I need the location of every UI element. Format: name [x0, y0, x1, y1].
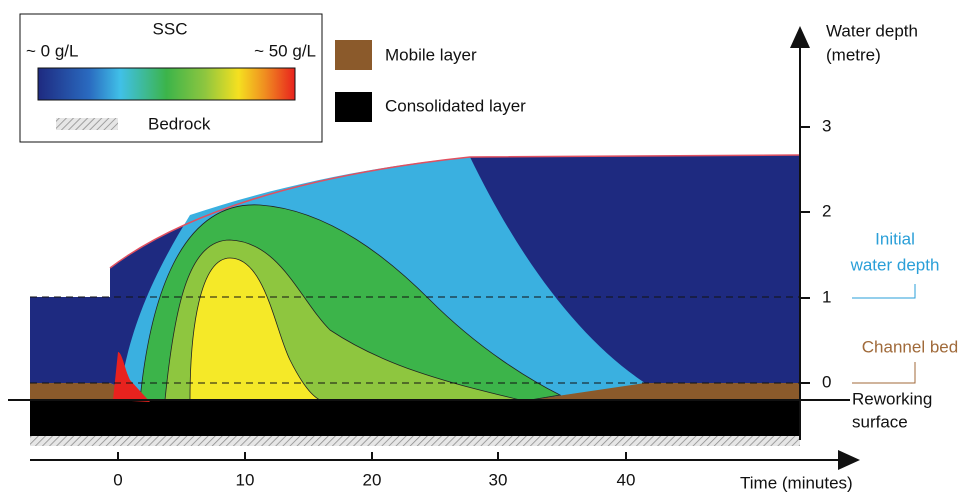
arrow	[838, 450, 860, 470]
mobile-layer	[30, 383, 800, 400]
reworking-label: surface	[852, 412, 908, 431]
initial-label: Initial	[875, 229, 915, 248]
depth-tick: 0	[822, 372, 831, 391]
arrow	[790, 26, 810, 48]
water-surface	[109, 154, 801, 269]
legend-consolidated: Consolidated layer	[385, 96, 526, 115]
colorbar	[37, 67, 296, 101]
legend-title: SSC	[153, 19, 188, 38]
bedrock	[30, 436, 800, 446]
depth-tick: 2	[822, 201, 831, 220]
depth-title: Water depth	[826, 21, 918, 40]
time-tick: 40	[617, 470, 636, 489]
time-tick: 30	[489, 470, 508, 489]
time-tick: 0	[113, 470, 122, 489]
depth-tick: 3	[822, 116, 831, 135]
ssc-peak	[113, 352, 150, 402]
reworking-label: Reworking	[852, 389, 932, 408]
depth-tick: 1	[822, 287, 831, 306]
bedrock-swatch	[56, 118, 118, 130]
depth-title: (metre)	[826, 45, 881, 64]
legend-mobile: Mobile layer	[385, 45, 477, 64]
consolidated-layer	[30, 400, 800, 436]
channel-label: Channel bed	[862, 337, 958, 356]
time-ticks	[117, 452, 627, 460]
time-tick: 10	[236, 470, 255, 489]
initial-leader	[852, 284, 916, 299]
depth-ticks	[800, 126, 810, 384]
time-title: Time (minutes)	[740, 473, 853, 492]
mobile-swatch	[335, 40, 372, 70]
initial-label: water depth	[850, 255, 940, 274]
legend-bedrock: Bedrock	[148, 114, 211, 133]
channel-leader	[852, 362, 916, 384]
consolidated-swatch	[335, 92, 372, 122]
legend-low: ~ 0 g/L	[26, 41, 78, 60]
legend-high: ~ 50 g/L	[254, 41, 316, 60]
ssc-high	[189, 257, 321, 401]
time-tick: 20	[363, 470, 382, 489]
